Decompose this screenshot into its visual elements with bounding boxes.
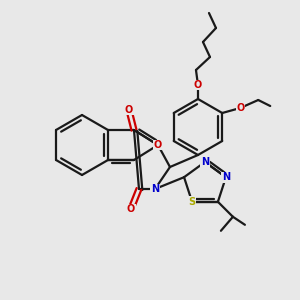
Text: O: O [154,140,162,150]
Text: O: O [194,80,202,90]
Text: O: O [127,204,135,214]
Text: N: N [151,184,159,194]
Text: O: O [236,103,244,113]
Text: O: O [125,105,133,115]
Text: S: S [188,197,196,207]
Text: N: N [222,172,230,182]
Text: N: N [201,157,209,167]
